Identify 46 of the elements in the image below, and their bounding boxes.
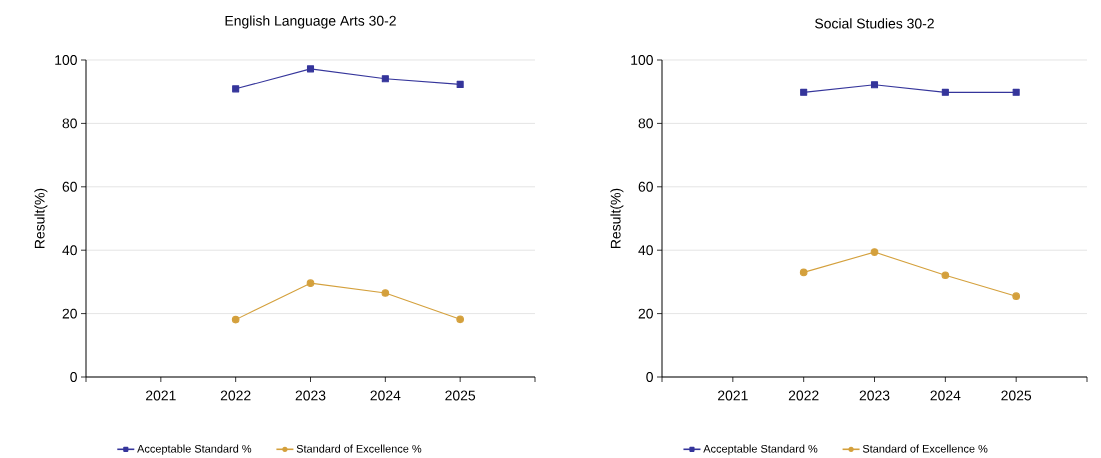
point	[306, 279, 315, 287]
point	[381, 75, 389, 83]
point	[870, 248, 879, 256]
y-tick-label: 20	[62, 308, 77, 319]
y-tick-label: 100	[631, 55, 653, 65]
y-tick-label: 40	[638, 245, 653, 256]
x-tick-label: 2022	[788, 390, 819, 401]
chart-title: English Language Arts 30-2	[225, 15, 396, 29]
y-tick-label: 0	[646, 372, 653, 382]
point	[870, 81, 879, 89]
x-tick-label: 2022	[220, 390, 251, 401]
y-tick-label: 60	[638, 181, 653, 192]
point	[456, 80, 464, 88]
point	[799, 268, 808, 277]
y-tick-label: 80	[638, 118, 653, 129]
point	[381, 289, 390, 297]
legend-label: Standard of Excellence %	[862, 444, 988, 453]
legend-label: Acceptable Standard %	[703, 444, 818, 455]
legend-label: Acceptable Standard %	[137, 444, 252, 455]
y-axis-title: Result(%)	[610, 188, 624, 248]
point	[456, 315, 464, 324]
x-tick-label: 2024	[930, 390, 961, 401]
point	[306, 65, 315, 73]
x-tick-label: 2025	[1001, 390, 1032, 401]
point	[232, 85, 240, 93]
point	[800, 88, 808, 96]
point	[231, 315, 240, 324]
y-tick-label: 60	[62, 181, 77, 192]
point	[941, 88, 949, 96]
y-tick-label: 100	[55, 55, 77, 65]
y-tick-label: 20	[638, 308, 653, 319]
y-tick-label: 40	[62, 245, 77, 256]
point	[941, 271, 950, 280]
x-tick-label: 2023	[859, 390, 890, 401]
point	[1012, 292, 1021, 300]
x-tick-label: 2021	[718, 390, 748, 401]
y-tick-label: 80	[62, 118, 77, 129]
x-tick-label: 2024	[370, 390, 401, 401]
y-axis-title: Result(%)	[34, 188, 48, 248]
point	[1012, 88, 1020, 96]
chart-title: Social Studies 30-2	[815, 18, 934, 29]
legend-label: Standard of Excellence %	[296, 444, 422, 453]
x-tick-label: 2025	[445, 390, 476, 401]
y-tick-label: 0	[70, 372, 77, 382]
x-tick-label: 2021	[146, 390, 176, 401]
x-tick-label: 2023	[295, 390, 326, 401]
